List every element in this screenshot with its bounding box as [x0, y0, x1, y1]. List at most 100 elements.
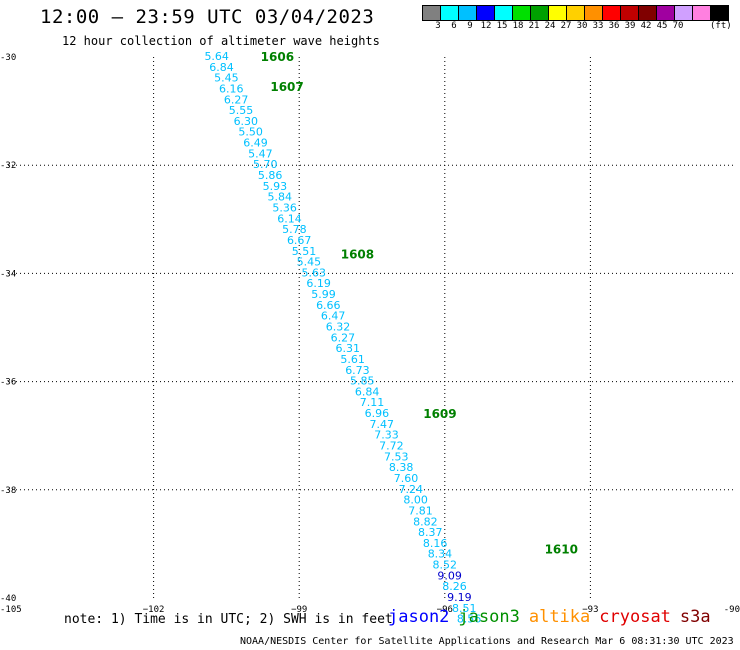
footer-note: note: 1) Time is in UTC; 2) SWH is in fe… — [64, 612, 393, 627]
colorbar-unit: (ft) — [710, 21, 732, 31]
colorbar-label: 30 — [576, 21, 588, 31]
colorbar-swatch — [566, 5, 585, 21]
wave-height-point: 6.47 — [321, 310, 346, 323]
legend-entry-altika: altika — [528, 607, 591, 627]
time-label: 1610 — [545, 542, 578, 556]
legend-entry-cryosat: cryosat — [599, 607, 671, 627]
y-tick-label: -30 — [0, 53, 16, 63]
colorbar-swatch — [440, 5, 459, 21]
colorbar-label: 36 — [608, 21, 620, 31]
wave-height-point: 7.33 — [374, 429, 399, 442]
wave-height-point: 6.73 — [345, 364, 370, 377]
wave-height-point: 5.45 — [214, 72, 239, 85]
satellite-legend: jason2 jason3 altika cryosat s3a — [388, 607, 720, 627]
wave-height-point: 6.49 — [243, 137, 268, 150]
colorbar-swatch — [476, 5, 495, 21]
wave-height-point: 5.86 — [258, 169, 283, 182]
wave-height-point: 7.47 — [369, 418, 394, 431]
colorbar-swatch — [530, 5, 549, 21]
wave-height-point: 9.09 — [437, 569, 462, 582]
chart-subtitle: 12 hour collection of altimeter wave hei… — [62, 34, 380, 48]
colorbar-swatch — [692, 5, 711, 21]
wave-height-point: 7.60 — [394, 472, 419, 485]
wave-height-point: 8.34 — [428, 548, 453, 561]
x-tick-label: −93 — [582, 605, 598, 615]
wave-height-point: 5.78 — [282, 223, 307, 236]
wave-height-point: 8.00 — [403, 494, 428, 507]
wave-height-point: 8.56 — [457, 613, 482, 626]
x-tick-label: −99 — [291, 605, 307, 615]
wave-height-point: 6.84 — [209, 61, 234, 74]
wave-height-point: 7.72 — [379, 440, 404, 453]
chart-title: 12:00 — 23:59 UTC 03/04/2023 — [40, 6, 375, 28]
wave-height-point: 5.63 — [302, 266, 327, 279]
legend-entry-jason3: jason3 — [458, 607, 520, 627]
colorbar-label: 9 — [467, 21, 473, 31]
colorbar-swatch — [656, 5, 675, 21]
wave-height-point: 6.19 — [306, 277, 331, 290]
colorbar-swatch — [494, 5, 513, 21]
wave-height-point: 6.84 — [355, 385, 380, 398]
colorbar-swatch — [638, 5, 657, 21]
footer-credit: NOAA/NESDIS Center for Satellite Applica… — [240, 636, 734, 647]
colorbar-label: 27 — [560, 21, 572, 31]
wave-height-point: 6.66 — [316, 299, 341, 312]
colorbar-swatch — [602, 5, 621, 21]
colorbar-swatch — [512, 5, 531, 21]
colorbar-swatch — [458, 5, 477, 21]
wave-height-point: 5.51 — [292, 245, 317, 258]
wave-height-point: 6.96 — [365, 407, 390, 420]
wave-height-point: 5.61 — [340, 353, 365, 366]
wave-height-point: 5.99 — [311, 288, 336, 301]
colorbar-label: 18 — [512, 21, 524, 31]
wave-height-point: 8.26 — [442, 580, 467, 593]
colorbar-swatch — [710, 5, 729, 21]
time-label: 1606 — [261, 50, 294, 64]
wave-height-point: 6.27 — [331, 331, 356, 344]
gridlines — [8, 57, 736, 598]
colorbar-label: 33 — [592, 21, 604, 31]
wave-height-point: 6.14 — [277, 212, 302, 225]
wave-height-point: 5.36 — [272, 201, 297, 214]
wave-height-point: 7.81 — [408, 504, 433, 517]
colorbar-label: 21 — [528, 21, 540, 31]
wave-height-point: 6.31 — [335, 342, 360, 355]
wave-height-point: 5.55 — [229, 104, 254, 117]
axis-tick-labels: -105 −102 −99 −96 −93 -90 -30 -32 -34 -36 -38 -40 — [0, 53, 740, 615]
colorbar-label: 12 — [480, 21, 492, 31]
time-labels: 1606 1607 1608 1609 1610 — [261, 50, 578, 556]
wave-height-point: 8.38 — [389, 461, 414, 474]
x-tick-label: −96 — [437, 605, 453, 615]
colorbar-label: 3 — [435, 21, 441, 31]
wave-height-point: 5.85 — [350, 375, 375, 388]
y-tick-label: -36 — [0, 378, 16, 388]
y-tick-label: -40 — [0, 594, 16, 604]
x-tick-label: −102 — [143, 605, 165, 615]
wave-height-point: 6.16 — [219, 82, 244, 95]
colorbar-swatch — [422, 5, 441, 21]
time-label: 1609 — [423, 407, 456, 421]
colorbar-label: 24 — [544, 21, 556, 31]
time-label: 1608 — [341, 247, 374, 261]
colorbar-label: 15 — [496, 21, 508, 31]
x-tick-label: -90 — [724, 605, 740, 615]
colorbar-swatch — [548, 5, 567, 21]
colorbar-swatch — [584, 5, 603, 21]
colorbar-swatch — [620, 5, 639, 21]
y-tick-label: -38 — [0, 486, 16, 496]
wave-height-point: 7.24 — [399, 483, 424, 496]
colorbar-label: 6 — [451, 21, 457, 31]
wave-height-point: 8.37 — [418, 526, 443, 539]
wave-height-point: 5.93 — [263, 180, 288, 193]
wave-height-point: 5.50 — [238, 126, 263, 139]
wave-height-point: 5.64 — [204, 50, 229, 63]
wave-height-point: 7.53 — [384, 450, 409, 463]
wave-height-point: 8.52 — [433, 559, 458, 572]
legend-entry-jason2: jason2 — [388, 607, 450, 627]
colorbar-swatch — [674, 5, 693, 21]
colorbar-labels: 3 6 9 12 15 18 21 24 27 30 33 36 39 42 45 70 — [422, 21, 686, 31]
colorbar-label: 39 — [624, 21, 636, 31]
colorbar-label: 70 — [672, 21, 684, 31]
colorbar-label: 42 — [640, 21, 652, 31]
